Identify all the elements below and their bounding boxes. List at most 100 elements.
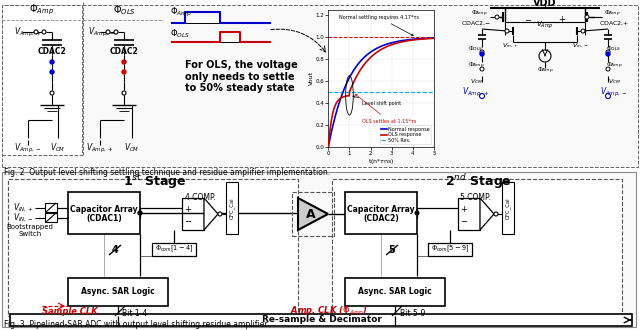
Bar xyxy=(292,192,334,236)
Text: $V_{Amp,+}$: $V_{Amp,+}$ xyxy=(86,142,113,154)
Polygon shape xyxy=(480,198,494,230)
Text: OFC_Cal: OFC_Cal xyxy=(229,197,235,219)
Text: $\Phi_{com}[5-9]$: $\Phi_{com}[5-9]$ xyxy=(431,244,469,254)
Bar xyxy=(10,314,632,326)
Bar xyxy=(68,192,140,234)
Bar xyxy=(345,192,417,234)
Circle shape xyxy=(480,52,484,56)
Circle shape xyxy=(415,211,419,215)
Text: Capacitor Array: Capacitor Array xyxy=(70,205,138,214)
Text: Normal settling requires 4.17*τs: Normal settling requires 4.17*τs xyxy=(339,15,419,36)
Circle shape xyxy=(606,52,610,56)
Text: $-$: $-$ xyxy=(524,15,532,23)
Text: $\Phi_{OLS}$: $\Phi_{OLS}$ xyxy=(468,45,484,53)
Circle shape xyxy=(106,30,110,34)
Text: Async. SAR Logic: Async. SAR Logic xyxy=(81,286,155,295)
Text: 2$^{nd}$ Stage: 2$^{nd}$ Stage xyxy=(445,173,511,191)
Text: 5 COMP.: 5 COMP. xyxy=(460,192,491,202)
OLS response xyxy=(372,51,380,55)
Bar xyxy=(182,198,204,230)
Text: Capacitor Array: Capacitor Array xyxy=(347,205,415,214)
Text: Sample CLK: Sample CLK xyxy=(42,307,98,315)
Text: $V_{IN,-}$: $V_{IN,-}$ xyxy=(13,212,33,224)
Circle shape xyxy=(494,212,498,216)
Text: (CDAC2): (CDAC2) xyxy=(363,214,399,222)
Text: $V_{IN,+}$: $V_{IN,+}$ xyxy=(13,202,33,214)
Normal response xyxy=(351,66,359,70)
Circle shape xyxy=(480,50,484,54)
Text: $\Phi_{Amp}$: $\Phi_{Amp}$ xyxy=(605,61,623,71)
Text: $\Phi_{OLS}$: $\Phi_{OLS}$ xyxy=(113,3,136,17)
Text: $V_{Amp,+}$: $V_{Amp,+}$ xyxy=(14,25,41,39)
Normal response xyxy=(430,36,438,40)
Text: Fig. 3  Pipelined-SAR ADC with output level shifting residue amplifier.: Fig. 3 Pipelined-SAR ADC with output lev… xyxy=(4,320,269,329)
Circle shape xyxy=(218,212,222,216)
Text: −: − xyxy=(461,217,467,226)
Text: $\Phi_{Amp}$: $\Phi_{Amp}$ xyxy=(29,3,54,17)
Bar xyxy=(45,203,57,212)
Text: +: + xyxy=(184,206,191,214)
OLS response xyxy=(387,43,394,47)
Text: Bit 5-9: Bit 5-9 xyxy=(400,309,426,317)
Bar xyxy=(8,179,298,316)
Text: $\Phi_{Amp}$: $\Phi_{Amp}$ xyxy=(604,9,621,19)
Legend: Normal response, OLS response, 50% Res.: Normal response, OLS response, 50% Res. xyxy=(380,125,431,145)
Text: Re-sample & Decimator: Re-sample & Decimator xyxy=(262,315,382,324)
Text: OLS settles at 1.15*τs: OLS settles at 1.15*τs xyxy=(355,94,417,124)
Circle shape xyxy=(34,30,38,34)
Text: Bootstrapped
Switch: Bootstrapped Switch xyxy=(6,223,53,237)
OLS response xyxy=(404,39,412,43)
Text: $V_{in,-}$: $V_{in,-}$ xyxy=(572,42,588,50)
OLS response xyxy=(395,41,403,45)
Text: For OLS, the voltage
only needs to settle
to 50% steady state: For OLS, the voltage only needs to settl… xyxy=(185,60,298,93)
Bar xyxy=(2,5,638,167)
Text: $+$: $+$ xyxy=(558,14,566,24)
Text: OFC_Cal: OFC_Cal xyxy=(505,197,511,219)
Text: $\Phi_{com}[1-4]$: $\Phi_{com}[1-4]$ xyxy=(155,244,193,254)
Bar xyxy=(502,182,514,234)
Circle shape xyxy=(42,30,46,34)
Normal response xyxy=(387,41,394,45)
Text: 4 COMP.: 4 COMP. xyxy=(185,192,216,202)
Text: Fig. 2  Output level shifting settling technique and residue amplifier implement: Fig. 2 Output level shifting settling te… xyxy=(4,168,330,177)
Text: (CDAC1): (CDAC1) xyxy=(86,214,122,222)
Text: −: − xyxy=(184,217,191,226)
Circle shape xyxy=(138,211,142,215)
Circle shape xyxy=(605,93,611,98)
Text: CDAC2,$+$: CDAC2,$+$ xyxy=(599,19,629,27)
Text: $\Phi_{Amp}$: $\Phi_{Amp}$ xyxy=(471,9,488,19)
Text: $\Phi_{OLS}$: $\Phi_{OLS}$ xyxy=(606,45,621,53)
Text: Amp. CLK ($\Phi_{Amp}$): Amp. CLK ($\Phi_{Amp}$) xyxy=(290,305,368,317)
Line: OLS response: OLS response xyxy=(328,38,434,147)
Text: $V_{CM}$: $V_{CM}$ xyxy=(607,78,621,86)
Circle shape xyxy=(50,60,54,64)
Circle shape xyxy=(122,60,126,64)
Polygon shape xyxy=(298,198,328,230)
Circle shape xyxy=(114,30,118,34)
Text: $V_{Amp,-}$: $V_{Amp,-}$ xyxy=(600,85,628,99)
Line: Normal response: Normal response xyxy=(328,38,434,147)
Text: $\Phi_{Amp}$: $\Phi_{Amp}$ xyxy=(536,66,554,76)
Circle shape xyxy=(539,50,551,62)
Y-axis label: Vout: Vout xyxy=(309,71,314,85)
Circle shape xyxy=(122,91,126,95)
Polygon shape xyxy=(204,198,218,230)
OLS response xyxy=(324,145,332,149)
Normal response xyxy=(324,145,332,149)
Bar xyxy=(68,278,168,306)
Text: +: + xyxy=(461,206,467,214)
Circle shape xyxy=(50,70,54,74)
Text: $V_{CM}$: $V_{CM}$ xyxy=(124,142,140,154)
Text: CDAC2: CDAC2 xyxy=(109,47,138,55)
Bar xyxy=(2,5,82,155)
Text: CDAC2: CDAC2 xyxy=(38,47,67,55)
Text: A: A xyxy=(306,208,316,220)
Text: 5: 5 xyxy=(388,245,396,255)
Text: $V_{Amp,-}$: $V_{Amp,-}$ xyxy=(88,25,115,39)
Text: $V_{Amp,-}$: $V_{Amp,-}$ xyxy=(14,142,42,154)
Circle shape xyxy=(138,211,142,215)
Bar xyxy=(45,213,57,222)
Text: $V_{Amp,+}$: $V_{Amp,+}$ xyxy=(463,85,490,99)
Bar xyxy=(152,243,196,256)
Circle shape xyxy=(50,91,54,95)
